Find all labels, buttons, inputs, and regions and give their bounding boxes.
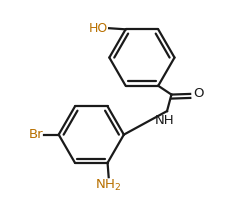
Text: Br: Br [29, 128, 43, 141]
Text: NH$_2$: NH$_2$ [95, 178, 122, 193]
Text: NH: NH [154, 114, 174, 127]
Text: O: O [194, 87, 204, 100]
Text: HO: HO [89, 22, 108, 35]
